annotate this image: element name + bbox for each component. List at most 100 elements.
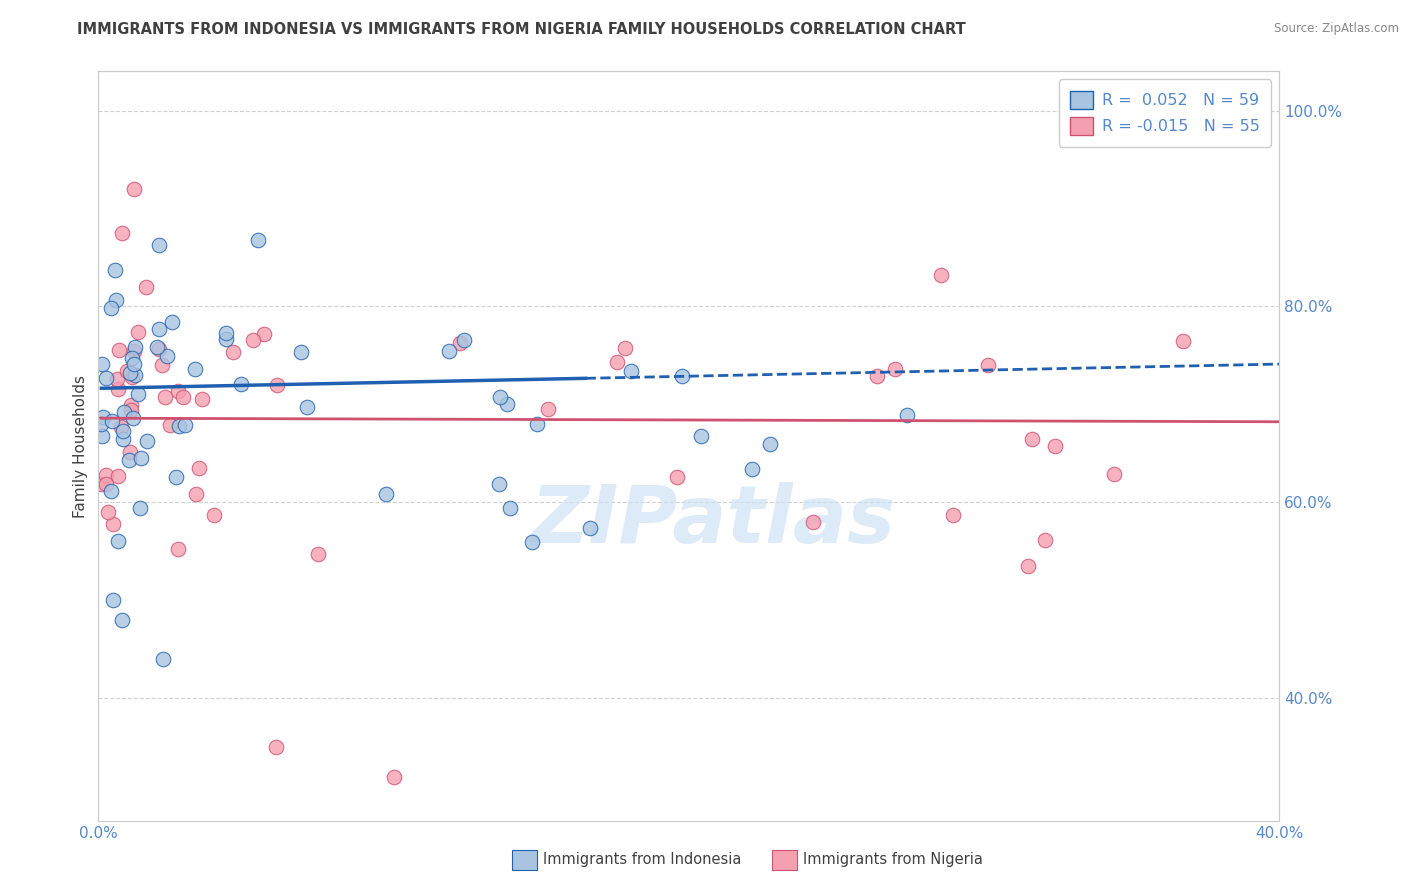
Point: [148, 342, 170, 356]
Text: IMMIGRANTS FROM INDONESIA VS IMMIGRANTS FROM NIGERIA FAMILY HOUSEHOLDS CORRELATI: IMMIGRANTS FROM INDONESIA VS IMMIGRANTS …: [77, 22, 966, 37]
Point: [801, 515, 824, 529]
Point: [167, 542, 190, 557]
Point: [671, 368, 693, 383]
Point: [174, 417, 197, 432]
Point: [90, 476, 112, 491]
Point: [135, 280, 157, 294]
Point: [439, 343, 461, 358]
Text: Immigrants from Nigeria: Immigrants from Nigeria: [803, 853, 983, 867]
Point: [122, 182, 145, 196]
Point: [120, 366, 142, 380]
Point: [118, 445, 141, 459]
Point: [107, 382, 129, 396]
Point: [606, 355, 628, 369]
Point: [187, 460, 209, 475]
Point: [159, 417, 181, 432]
Point: [156, 349, 179, 363]
Point: [120, 403, 142, 417]
Point: [253, 326, 276, 341]
Legend: R =  0.052   N = 59, R = -0.015   N = 55: R = 0.052 N = 59, R = -0.015 N = 55: [1059, 79, 1271, 146]
Point: [150, 358, 173, 372]
Point: [91, 357, 114, 371]
Point: [136, 434, 159, 449]
Point: [121, 370, 143, 384]
Point: [977, 358, 1000, 372]
Point: [108, 343, 131, 358]
Point: [488, 477, 510, 491]
Point: [866, 368, 889, 383]
Point: [129, 451, 152, 466]
Point: [100, 483, 122, 498]
Point: [1017, 558, 1039, 573]
Point: [148, 237, 170, 252]
Point: [489, 390, 512, 404]
Point: [94, 370, 117, 384]
Point: [94, 468, 117, 483]
Point: [146, 340, 169, 354]
Point: [499, 501, 522, 516]
Point: [1102, 467, 1125, 481]
Point: [112, 433, 135, 447]
Point: [121, 398, 143, 412]
Point: [242, 333, 264, 347]
Point: [536, 402, 558, 417]
Point: [449, 335, 471, 350]
Point: [264, 740, 287, 755]
Point: [127, 387, 149, 401]
Point: [526, 417, 548, 431]
Point: [122, 343, 145, 358]
Point: [101, 516, 124, 531]
Point: [942, 508, 965, 523]
Point: [152, 652, 174, 666]
Point: [121, 351, 143, 365]
Point: [127, 325, 149, 339]
Point: [374, 487, 396, 501]
Point: [929, 268, 952, 282]
Point: [613, 341, 636, 355]
Point: [307, 547, 329, 561]
Point: [495, 397, 517, 411]
Point: [382, 770, 405, 784]
Point: [148, 322, 170, 336]
Point: [112, 405, 135, 419]
Point: [105, 293, 128, 308]
Point: [690, 429, 713, 443]
Point: [97, 504, 120, 518]
Text: ZIPatlas: ZIPatlas: [530, 482, 896, 560]
Point: [759, 437, 782, 451]
Y-axis label: Family Households: Family Households: [73, 375, 89, 517]
Text: Source: ZipAtlas.com: Source: ZipAtlas.com: [1274, 22, 1399, 36]
Point: [122, 411, 145, 425]
Point: [883, 362, 905, 376]
Point: [128, 500, 150, 515]
Point: [204, 508, 226, 522]
Point: [96, 477, 118, 491]
Point: [104, 262, 127, 277]
Point: [266, 378, 288, 392]
Point: [520, 535, 543, 549]
Point: [186, 487, 208, 501]
Point: [215, 332, 238, 346]
Point: [1021, 432, 1043, 446]
Point: [90, 417, 112, 432]
Point: [111, 425, 134, 439]
Point: [166, 384, 188, 399]
Point: [155, 390, 177, 404]
Point: [101, 414, 124, 428]
Point: [666, 470, 689, 484]
Point: [578, 521, 600, 535]
Point: [290, 345, 312, 359]
Point: [222, 345, 245, 359]
Point: [215, 326, 238, 340]
Point: [160, 315, 183, 329]
Point: [107, 371, 129, 385]
Point: [246, 233, 269, 247]
Point: [229, 376, 252, 391]
Point: [124, 368, 146, 382]
Point: [111, 613, 134, 627]
Point: [91, 409, 114, 424]
Point: [115, 364, 138, 378]
Point: [453, 333, 475, 347]
Point: [184, 362, 207, 376]
Text: Immigrants from Indonesia: Immigrants from Indonesia: [543, 853, 741, 867]
